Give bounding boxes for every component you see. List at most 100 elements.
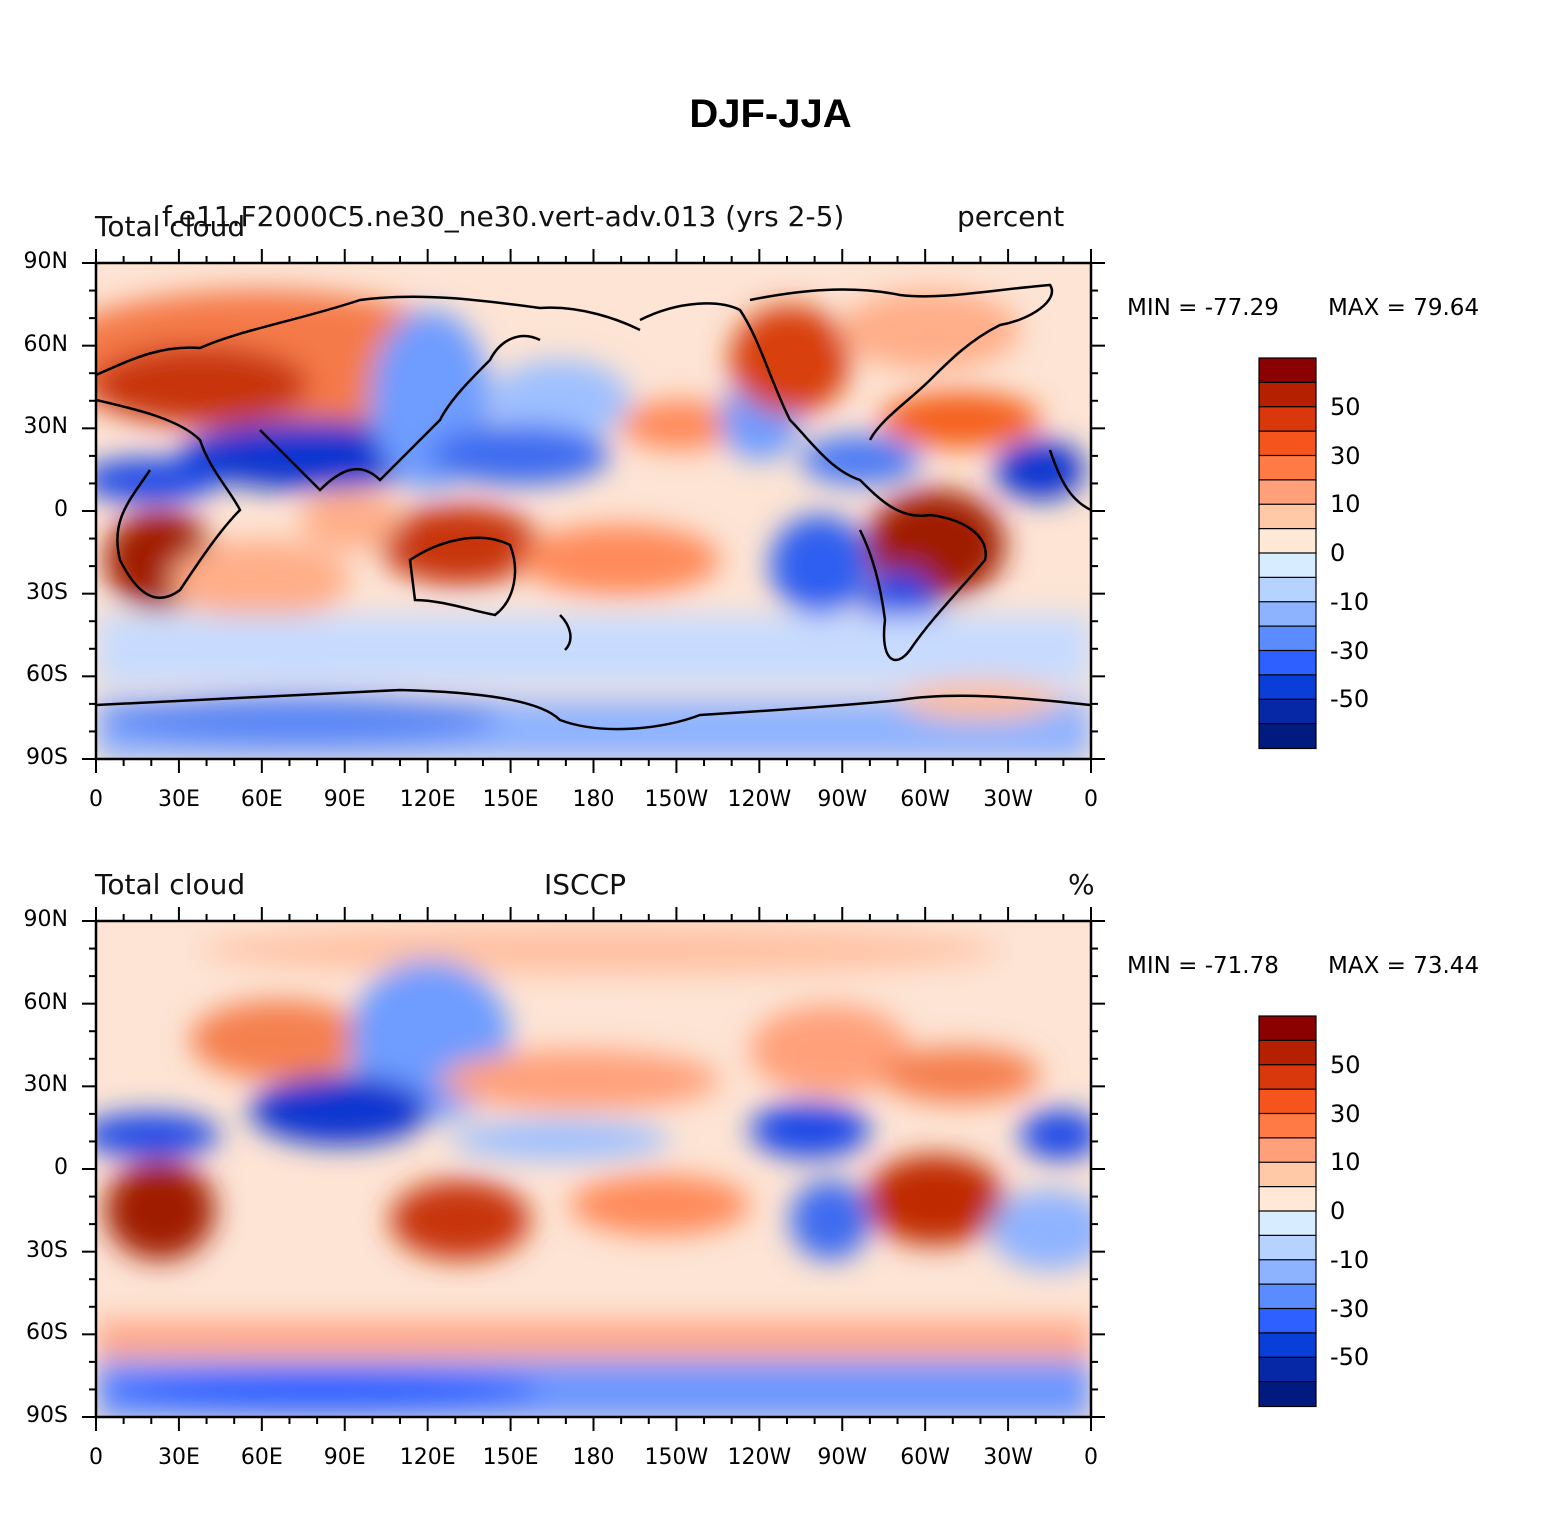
colorbar-swatch — [1258, 454, 1317, 481]
lon-label: 0 — [89, 787, 103, 812]
colorbar-label: 50 — [1330, 1050, 1361, 1079]
lon-label: 60W — [900, 787, 951, 812]
colorbar-swatch — [1258, 1307, 1317, 1334]
lon-label: 60E — [240, 1445, 283, 1470]
lon-label: 90W — [817, 1445, 868, 1470]
panel1-coastlines — [96, 283, 1091, 731]
lat-label: 60N — [23, 989, 68, 1015]
lon-label: 90E — [323, 787, 366, 812]
colorbar-swatch — [1258, 552, 1317, 579]
lat-label: 30N — [23, 1072, 68, 1098]
colorbar-label: 10 — [1330, 490, 1361, 519]
colorbar-swatch — [1258, 430, 1317, 457]
lat-label: 90S — [26, 745, 68, 770]
lat-label: 30S — [26, 579, 68, 605]
lat-label: 60S — [26, 662, 68, 688]
panel2-field — [96, 921, 1091, 1417]
lon-label: 30W — [983, 1445, 1033, 1470]
colorbar-label: 50 — [1330, 392, 1361, 421]
lon-label: 150W — [644, 1445, 709, 1470]
lon-label: 30E — [157, 1445, 200, 1470]
lon-label: 90W — [817, 787, 868, 812]
axis-ticks — [82, 249, 1105, 1431]
colorbar-swatch — [1258, 576, 1317, 603]
colorbar-swatch — [1258, 1381, 1317, 1408]
panel1-max-label: MAX = 79.64 — [1328, 295, 1480, 321]
lon-label: 180 — [572, 787, 615, 812]
lat-label: 90S — [26, 1403, 68, 1428]
lon-label: 150E — [482, 787, 539, 812]
panel1-min-label: MIN = -77.29 — [1127, 295, 1279, 321]
colorbar-swatch — [1258, 625, 1317, 652]
panel2-left-label: Total cloud — [95, 868, 246, 901]
lat-label: 90N — [23, 249, 68, 274]
lon-label: 120W — [727, 787, 792, 812]
lon-label: 120E — [399, 787, 456, 812]
colorbar-swatch — [1258, 649, 1317, 676]
lat-label: 60S — [26, 1320, 68, 1346]
panel2-center-label: ISCCP — [544, 868, 627, 901]
panel1-left-label: Total cloud — [95, 210, 246, 243]
colorbar-label: -50 — [1330, 685, 1370, 714]
panel2-right-label: % — [1068, 868, 1095, 901]
panel1-right-label: percent — [957, 200, 1065, 233]
colorbar-swatch — [1258, 503, 1317, 530]
lon-label: 60E — [240, 787, 283, 812]
panel1-center-label: f.e11.F2000C5.ne30_ne30.vert-adv.013 (yr… — [162, 200, 845, 233]
colorbar-label: -50 — [1330, 1343, 1370, 1372]
colorbar-swatch — [1258, 1356, 1317, 1383]
colorbar-swatch — [1258, 406, 1317, 433]
colorbar-swatch — [1258, 1064, 1317, 1091]
colorbar-swatch — [1258, 1283, 1317, 1310]
colorbar-swatch — [1258, 1234, 1317, 1261]
colorbar-swatch — [1258, 698, 1317, 725]
lon-label: 30W — [983, 787, 1033, 812]
colorbar-label: 30 — [1330, 441, 1361, 470]
colorbar-swatch — [1258, 1186, 1317, 1213]
colorbar-label: -30 — [1330, 1294, 1370, 1323]
colorbar-label: 0 — [1330, 1197, 1346, 1225]
lon-label: 0 — [89, 1445, 103, 1470]
figure-title: DJF-JJA — [689, 92, 852, 136]
panel2-min-label: MIN = -71.78 — [1127, 953, 1279, 979]
panel2-max-label: MAX = 73.44 — [1328, 953, 1480, 979]
lat-label: 60N — [23, 331, 68, 357]
lon-label: 180 — [572, 1445, 615, 1470]
lon-label: 90E — [323, 1445, 366, 1470]
lat-label: 0 — [54, 497, 68, 522]
colorbar-label: 10 — [1330, 1148, 1361, 1177]
colorbar-swatch — [1258, 723, 1317, 750]
panel1-field — [96, 263, 1091, 759]
colorbar-label: 30 — [1330, 1099, 1361, 1128]
colorbar-swatch — [1258, 1210, 1317, 1237]
lat-label: 30S — [26, 1237, 68, 1263]
lon-label: 120E — [399, 1445, 456, 1470]
lon-label: 0 — [1084, 1445, 1098, 1470]
colorbar-swatch — [1258, 601, 1317, 628]
colorbar-swatch — [1258, 674, 1317, 701]
lon-label: 150E — [482, 1445, 539, 1470]
colorbar-swatch — [1258, 1088, 1317, 1115]
lon-label: 60W — [900, 1445, 951, 1470]
colorbar-swatch — [1258, 1259, 1317, 1286]
colorbar-swatch — [1258, 479, 1317, 506]
colorbar-swatch — [1258, 381, 1317, 408]
colorbar-label: -10 — [1330, 587, 1370, 616]
colorbar-label: -10 — [1330, 1245, 1370, 1274]
lon-label: 120W — [727, 1445, 792, 1470]
colorbar-swatch — [1258, 1137, 1317, 1164]
lat-label: 30N — [23, 414, 68, 440]
colorbar-label: -30 — [1330, 636, 1370, 665]
colorbar-label: 0 — [1330, 539, 1346, 567]
lat-label: 90N — [23, 907, 68, 932]
colorbar-swatch — [1258, 1112, 1317, 1139]
lon-label: 30E — [157, 787, 200, 812]
colorbar-swatch — [1258, 1015, 1317, 1042]
colorbar-swatch — [1258, 1039, 1317, 1066]
colorbar-swatch — [1258, 528, 1317, 555]
lon-label: 0 — [1084, 787, 1098, 812]
colorbar-swatch — [1258, 1332, 1317, 1359]
lon-label: 150W — [644, 787, 709, 812]
lat-label: 0 — [54, 1155, 68, 1180]
